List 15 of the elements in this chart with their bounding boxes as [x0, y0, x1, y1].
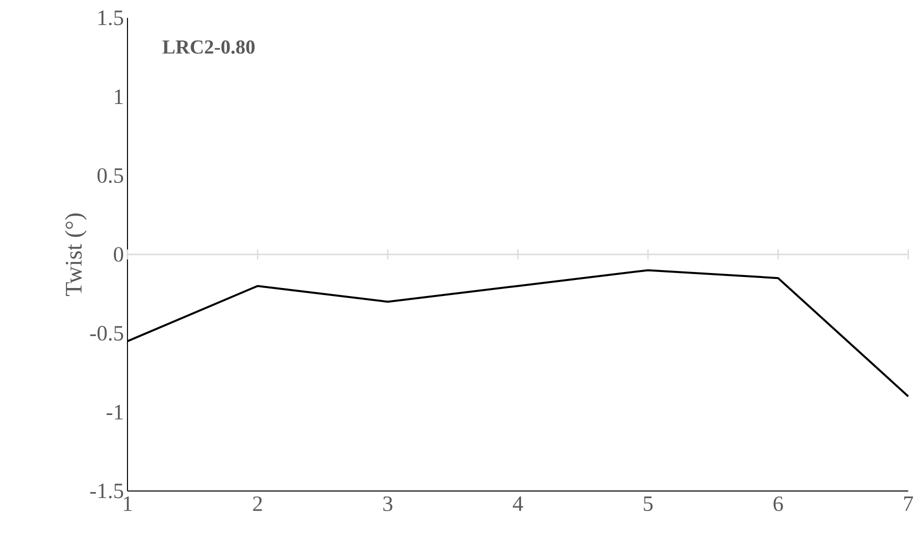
- annotation: LRC2-0.80: [162, 40, 255, 54]
- y-tick-label: -0.5: [90, 326, 124, 341]
- y-tick-label: 0.5: [98, 168, 124, 184]
- y-tick-label: 1.5: [98, 10, 124, 26]
- x-tick-label: 7: [904, 496, 914, 511]
- y-tick-label: 1: [114, 90, 123, 104]
- x-tick-label: 4: [512, 496, 523, 511]
- y-tick-label: -1: [106, 405, 123, 420]
- y-tick-label: 0: [114, 247, 124, 262]
- x-tick-label: 5: [644, 496, 653, 512]
- x-tick-label: 6: [774, 496, 783, 512]
- y-axis-title: Twist (°): [65, 214, 87, 296]
- y-tick-label: -1.5: [90, 484, 124, 498]
- x-tick-label: 3: [383, 496, 392, 512]
- x-tick-label: 2: [253, 496, 262, 512]
